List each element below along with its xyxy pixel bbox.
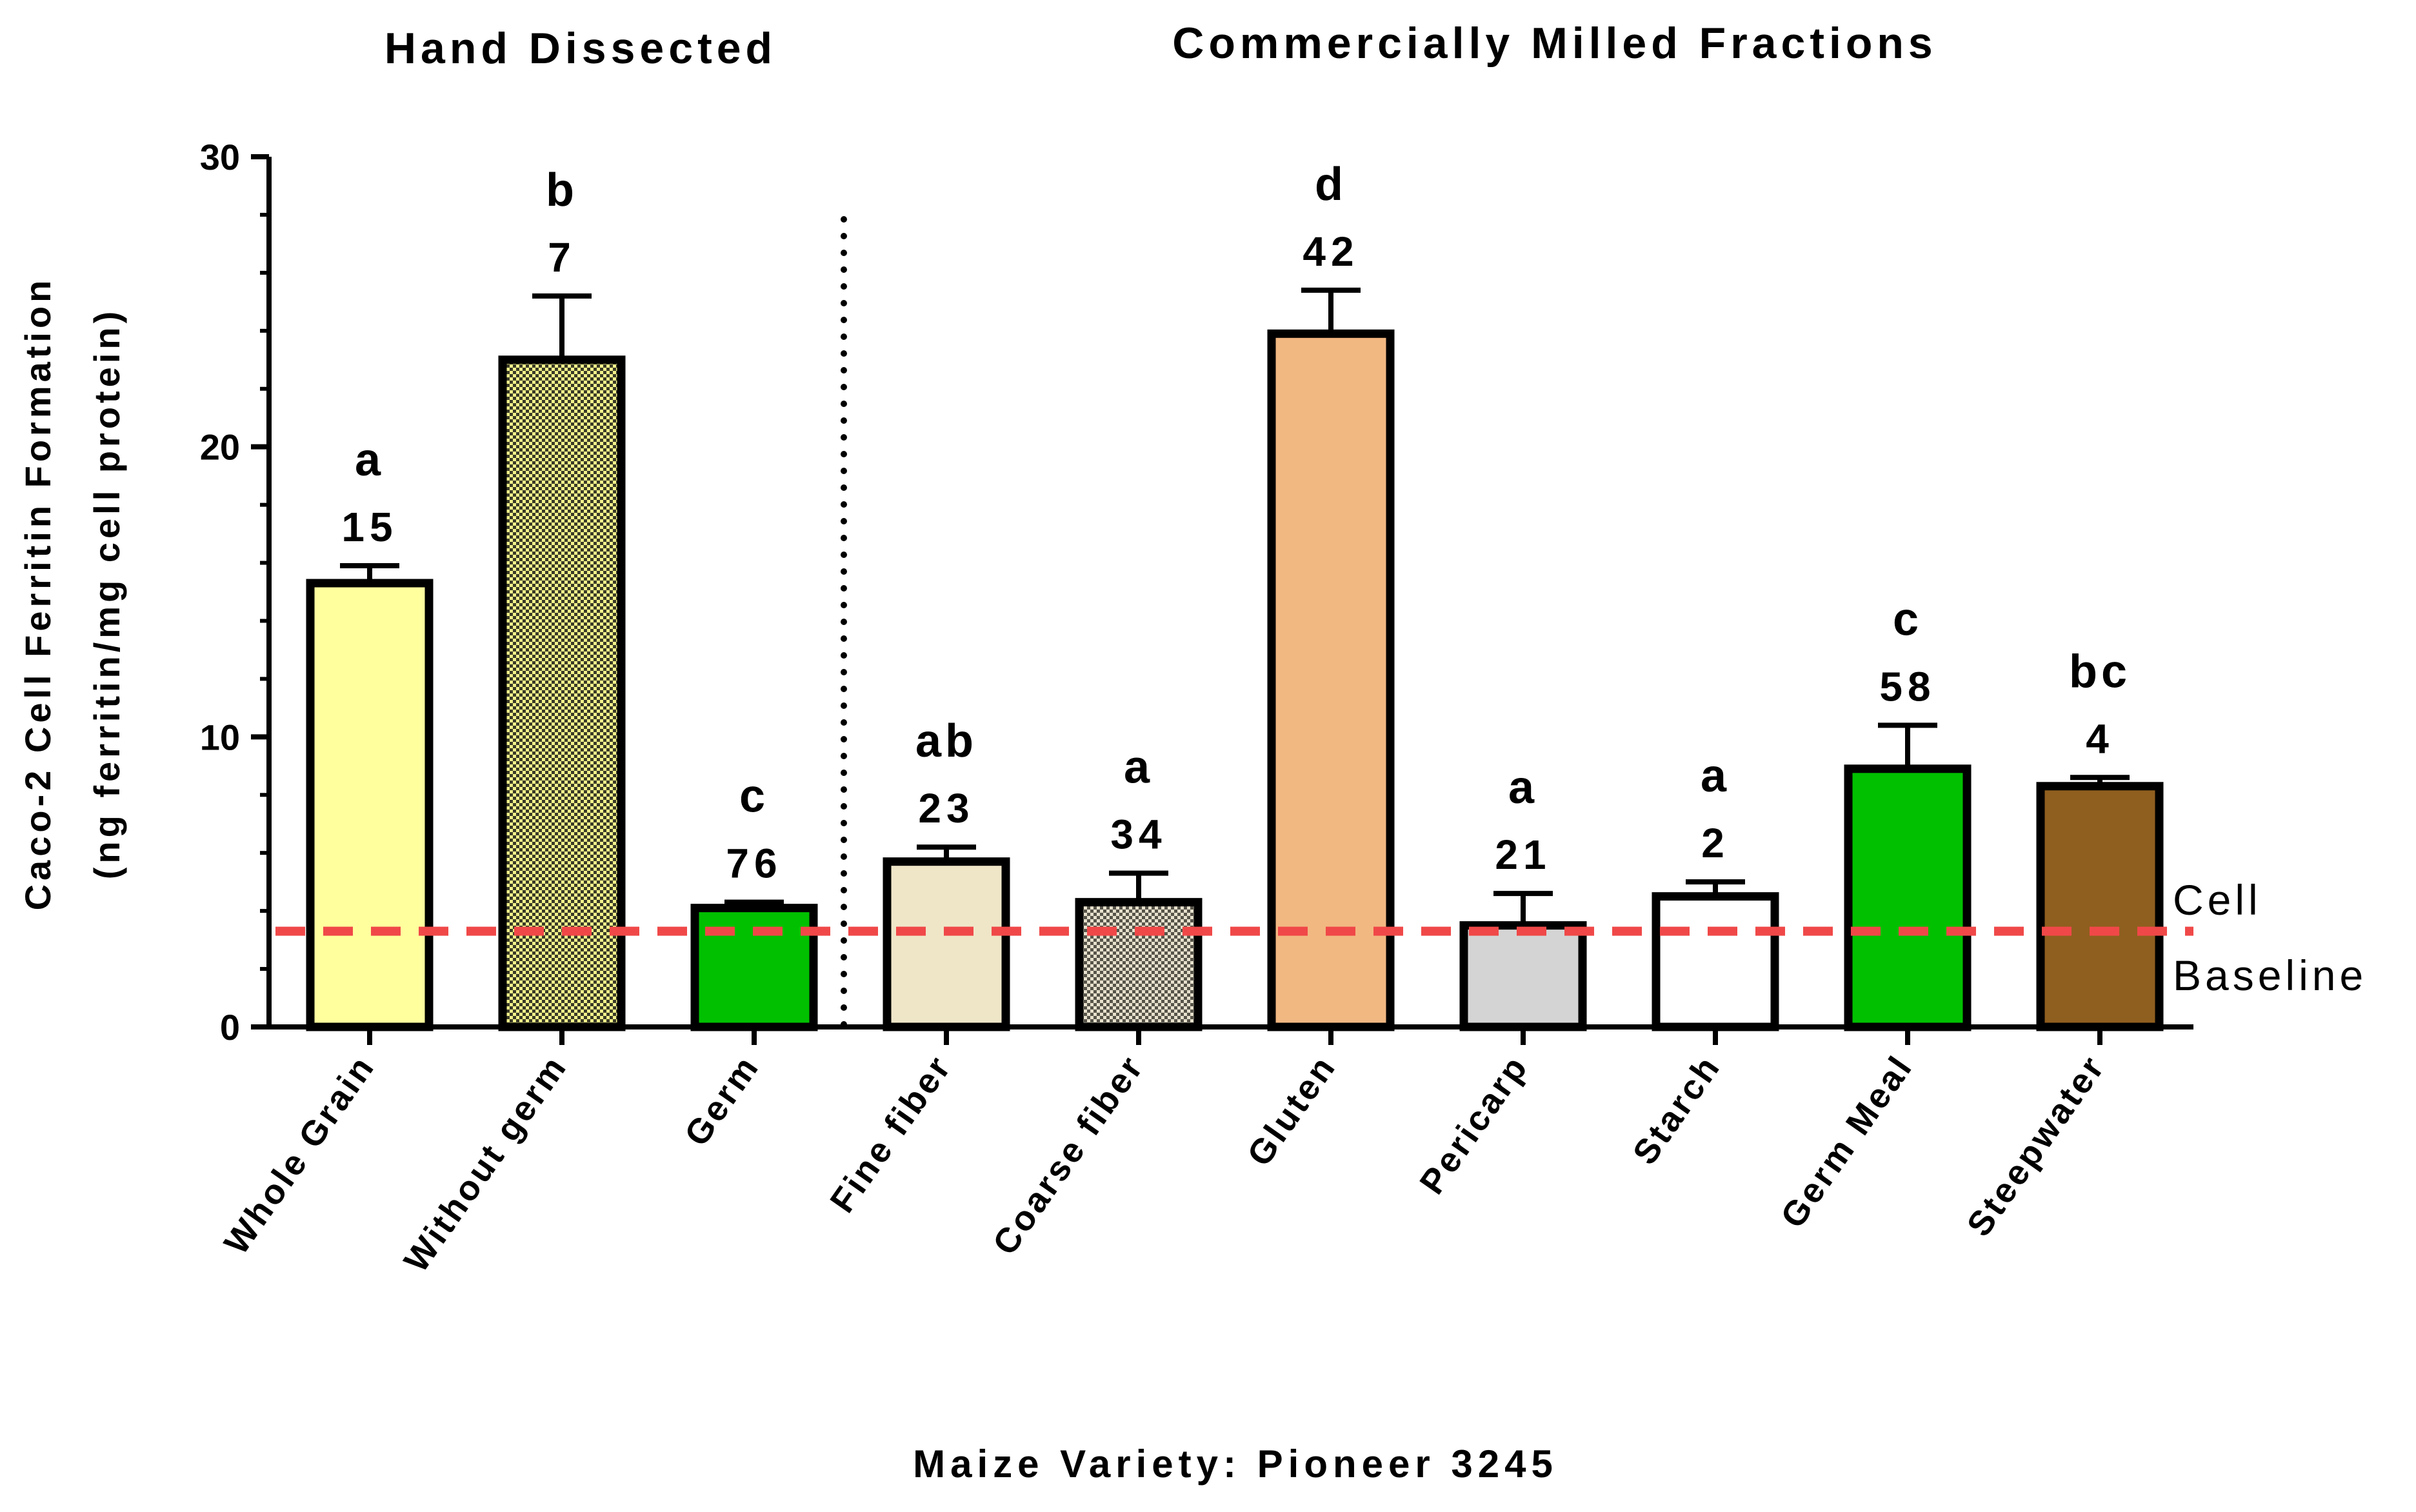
bar-sig-letter-whole-grain: a	[355, 434, 384, 486]
y-axis-title-line1: Caco-2 Cell Ferritin Formation	[17, 277, 58, 911]
bar-sig-letter-coarse-fiber: a	[1124, 742, 1153, 793]
bar-n-label-fine-fiber: 23	[918, 785, 974, 831]
bar-n-label-steepwater: 4	[2086, 715, 2114, 762]
group-title-hand-dissected: Hand Dissected	[384, 24, 777, 73]
y-tick-label-20: 20	[200, 427, 240, 468]
x-tick-label-steepwater: Steepwater	[1959, 1048, 2112, 1243]
x-tick-label-germ-meal: Germ Meal	[1773, 1048, 1921, 1235]
y-axis-title: Caco-2 Cell Ferritin Formation	[17, 277, 58, 911]
bar-sig-letter-pericarp: a	[1508, 762, 1538, 813]
bar-n-label-germ: 76	[726, 841, 782, 887]
x-tick-label-germ: Germ	[677, 1048, 767, 1153]
bar-sig-letter-germ-meal: c	[1893, 593, 1922, 645]
bar-sig-letter-germ: c	[739, 771, 769, 822]
bar-n-label-pericarp: 21	[1495, 831, 1551, 878]
y-axis: 0 10 20 30	[200, 137, 272, 1048]
bar-sig-letter-fine-fiber: ab	[915, 715, 977, 767]
x-tick-label-gluten: Gluten	[1240, 1048, 1344, 1173]
bar-germ	[690, 904, 818, 1031]
bar-coarse-fiber	[1075, 898, 1203, 1031]
bar-sig-letter-without-germ: b	[546, 164, 578, 216]
bar-n-label-whole-grain: 15	[341, 504, 397, 550]
bar-n-label-coarse-fiber: 34	[1110, 811, 1166, 858]
bar-sig-letter-starch: a	[1701, 750, 1730, 802]
x-axis-title: Maize Variety: Pioneer 3245	[913, 1442, 1558, 1486]
x-axis: Whole Grain Without germ Germ Fine fiber Coa…	[217, 1024, 2193, 1279]
x-tick-label-fine-fiber: Fine fiber	[823, 1048, 959, 1219]
x-tick-label-pericarp: Pericarp	[1412, 1048, 1535, 1201]
bar-germ-meal	[1844, 764, 1972, 1031]
bar-gluten	[1267, 329, 1395, 1031]
bar-without-germ	[498, 355, 626, 1031]
x-tick-label-whole-grain: Whole Grain	[217, 1048, 383, 1261]
bar-n-label-gluten: 42	[1303, 228, 1359, 275]
x-tick-label-starch: Starch	[1626, 1048, 1728, 1171]
bar-n-label-starch: 2	[1701, 820, 1730, 866]
y-tick-label-0: 0	[220, 1007, 240, 1048]
bar-sig-letter-gluten: d	[1315, 159, 1347, 210]
bar-starch	[1652, 892, 1779, 1031]
x-tick-label-without-germ: Without germ	[397, 1048, 575, 1278]
overlay-layer	[275, 216, 2193, 1030]
bar-sig-letter-steepwater: bc	[2069, 646, 2131, 697]
bar-whole-grain	[306, 579, 434, 1031]
x-tick-label-coarse-fiber: Coarse fiber	[985, 1048, 1151, 1262]
bar-steepwater	[2036, 782, 2164, 1031]
y-tick-label-30: 30	[200, 137, 240, 177]
bar-n-label-without-germ: 7	[548, 234, 576, 281]
baseline-label-line2: Baseline	[2173, 951, 2367, 999]
y-axis-title-line2: (ng ferritin/mg cell protein)	[86, 308, 127, 879]
y-axis-title-2: (ng ferritin/mg cell protein)	[86, 308, 127, 879]
y-tick-label-10: 10	[200, 717, 240, 757]
bars-layer: 15 a 7 b 76 c 23 ab 34 a 42 d 21 a 2 a 58 c 4 bc	[306, 159, 2164, 1031]
group-title-commercially-milled: Commercially Milled Fractions	[1172, 19, 1937, 68]
bar-pericarp	[1459, 921, 1587, 1031]
baseline-label-line1: Cell	[2173, 876, 2262, 924]
bar-n-label-germ-meal: 58	[1879, 663, 1935, 710]
bar-fine-fiber	[883, 857, 1010, 1031]
